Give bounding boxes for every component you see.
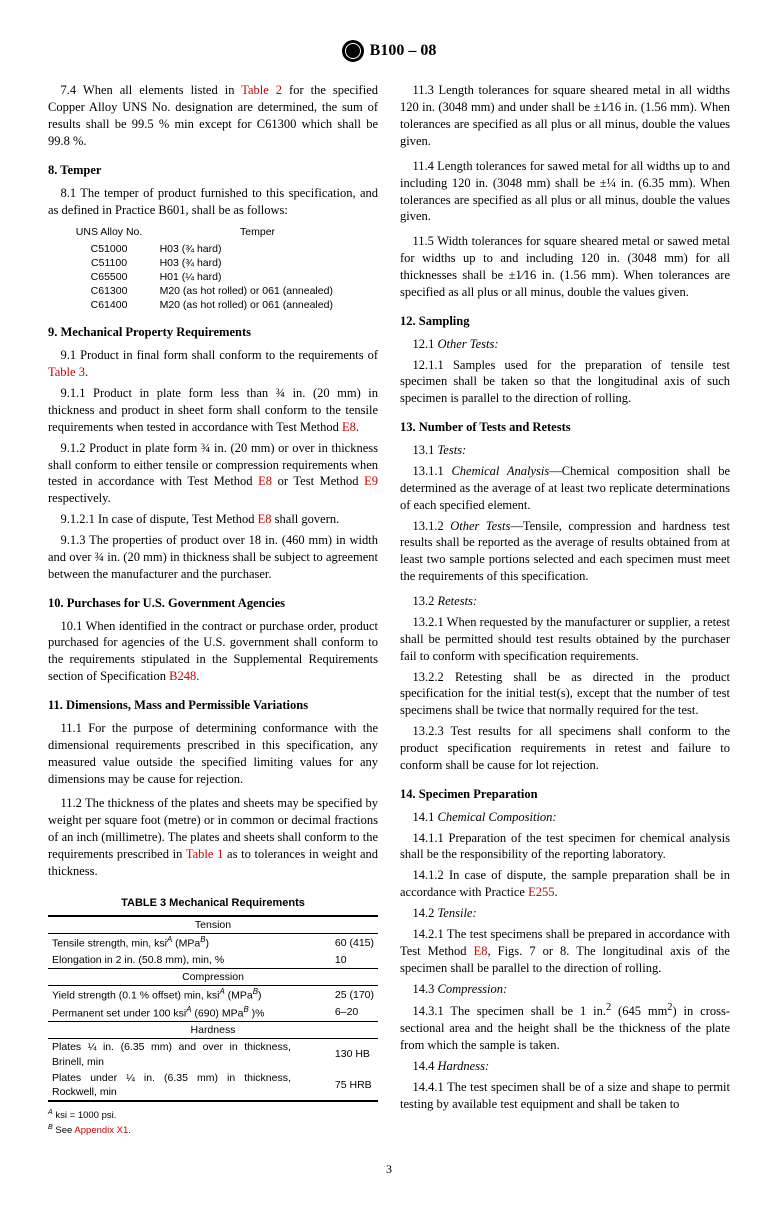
xref-e8[interactable]: E8: [258, 474, 272, 488]
table-row: Permanent set under 100 ksiA (690) MPaB …: [48, 1004, 378, 1022]
para-9-1: 9.1 Product in final form shall conform …: [48, 347, 378, 381]
para-14-1-2: 14.1.2 In case of dispute, the sample pr…: [400, 867, 730, 901]
table3: TABLE 3 Mechanical Requirements Tension …: [48, 896, 378, 1137]
body-columns: 7.4 When all elements listed in Table 2 …: [48, 82, 730, 1137]
table-row: C61400M20 (as hot rolled) or 061 (anneal…: [65, 298, 362, 312]
table-row: Plates under ¼ in. (6.35 mm) in thicknes…: [48, 1070, 378, 1101]
para-9-1-3: 9.1.3 The properties of product over 18 …: [48, 532, 378, 583]
head-13: 13. Number of Tests and Retests: [400, 419, 730, 436]
head-12: 12. Sampling: [400, 313, 730, 330]
table3-footnotes: A ksi = 1000 psi. B See Appendix X1.: [48, 1108, 378, 1137]
para-12-1: 12.1 Other Tests:: [400, 336, 730, 353]
table-row: C51100H03 (¾ hard): [65, 256, 362, 270]
para-7-4: 7.4 When all elements listed in Table 2 …: [48, 82, 378, 150]
table-row: Plates ¼ in. (6.35 mm) and over in thick…: [48, 1039, 378, 1070]
para-13-1: 13.1 Tests:: [400, 442, 730, 459]
para-13-2-3: 13.2.3 Test results for all specimens sh…: [400, 723, 730, 774]
t3-tension-head: Tension: [48, 916, 378, 934]
table-row: C65500H01 (¼ hard): [65, 270, 362, 284]
para-14-1: 14.1 Chemical Composition:: [400, 809, 730, 826]
para-11-3: 11.3 Length tolerances for square sheare…: [400, 82, 730, 150]
para-14-1-1: 14.1.1 Preparation of the test specimen …: [400, 830, 730, 864]
xref-e8[interactable]: E8: [258, 512, 272, 526]
designation: B100 – 08: [370, 42, 437, 59]
t3-compression-head: Compression: [48, 968, 378, 985]
head-11: 11. Dimensions, Mass and Permissible Var…: [48, 697, 378, 714]
para-11-2: 11.2 The thickness of the plates and she…: [48, 795, 378, 879]
page-header: B100 – 08: [48, 40, 730, 62]
table-row: C61300M20 (as hot rolled) or 061 (anneal…: [65, 284, 362, 298]
table3-title: TABLE 3 Mechanical Requirements: [48, 896, 378, 911]
th-temper: Temper: [154, 224, 362, 241]
para-9-1-2-1: 9.1.2.1 In case of dispute, Test Method …: [48, 511, 378, 528]
para-11-1: 11.1 For the purpose of determining conf…: [48, 720, 378, 788]
astm-logo-icon: [342, 40, 364, 62]
para-9-1-1: 9.1.1 Product in plate form less than ¾ …: [48, 385, 378, 436]
para-14-3: 14.3 Compression:: [400, 981, 730, 998]
xref-table1[interactable]: Table 1: [186, 847, 224, 861]
para-14-3-1: 14.3.1 The specimen shall be 1 in.2 (645…: [400, 1001, 730, 1054]
para-14-4: 14.4 Hardness:: [400, 1058, 730, 1075]
para-10-1: 10.1 When identified in the contract or …: [48, 618, 378, 686]
xref-e8[interactable]: E8: [474, 944, 488, 958]
para-13-2-1: 13.2.1 When requested by the manufacture…: [400, 614, 730, 665]
table-row: Tensile strength, min, ksiA (MPaB)60 (41…: [48, 933, 378, 951]
table-row: Elongation in 2 in. (50.8 mm), min, %10: [48, 952, 378, 969]
head-8: 8. Temper: [48, 162, 378, 179]
xref-appendix-x1[interactable]: Appendix X1: [74, 1125, 128, 1136]
para-11-5: 11.5 Width tolerances for square sheared…: [400, 233, 730, 301]
table-row: Yield strength (0.1 % offset) min, ksiA …: [48, 985, 378, 1003]
t3-hardness-head: Hardness: [48, 1022, 378, 1039]
xref-table2[interactable]: Table 2: [241, 83, 282, 97]
head-9: 9. Mechanical Property Requirements: [48, 324, 378, 341]
xref-e8[interactable]: E8: [342, 420, 356, 434]
para-13-1-1: 13.1.1 Chemical Analysis—Chemical compos…: [400, 463, 730, 514]
head-10: 10. Purchases for U.S. Government Agenci…: [48, 595, 378, 612]
para-13-1-2: 13.1.2 Other Tests—Tensile, compression …: [400, 518, 730, 586]
head-14: 14. Specimen Preparation: [400, 786, 730, 803]
para-12-1-1: 12.1.1 Samples used for the preparation …: [400, 357, 730, 408]
table-row: C51000H03 (¾ hard): [65, 242, 362, 256]
th-uns: UNS Alloy No.: [65, 224, 154, 241]
para-14-2-1: 14.2.1 The test specimens shall be prepa…: [400, 926, 730, 977]
para-14-4-1: 14.4.1 The test specimen shall be of a s…: [400, 1079, 730, 1113]
xref-b248[interactable]: B248: [169, 669, 196, 683]
xref-e9[interactable]: E9: [364, 474, 378, 488]
para-9-1-2: 9.1.2 Product in plate form ¾ in. (20 mm…: [48, 440, 378, 508]
xref-e255[interactable]: E255: [528, 885, 554, 899]
xref-table3[interactable]: Table 3: [48, 365, 85, 379]
para-8-1: 8.1 The temper of product furnished to t…: [48, 185, 378, 219]
para-14-2: 14.2 Tensile:: [400, 905, 730, 922]
page-number: 3: [48, 1161, 730, 1177]
para-11-4: 11.4 Length tolerances for sawed metal f…: [400, 158, 730, 226]
temper-table: UNS Alloy No.Temper C51000H03 (¾ hard) C…: [65, 224, 362, 312]
para-13-2-2: 13.2.2 Retesting shall be as directed in…: [400, 669, 730, 720]
para-13-2: 13.2 Retests:: [400, 593, 730, 610]
